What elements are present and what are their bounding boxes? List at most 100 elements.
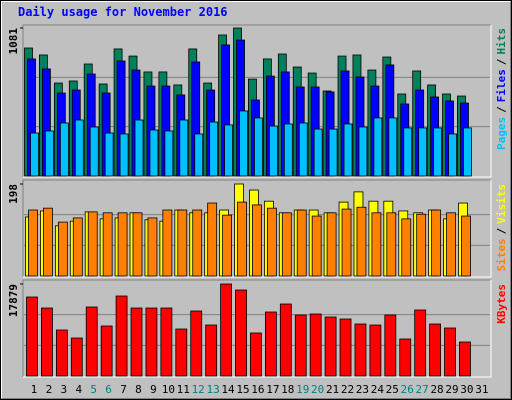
bar: [177, 209, 188, 277]
x-tick-label: 25: [386, 383, 399, 396]
bar: [239, 110, 248, 177]
panel-border-dark: [22, 279, 491, 377]
bar: [205, 324, 218, 377]
x-tick-label: 13: [207, 383, 220, 396]
x-tick-label: 4: [75, 383, 82, 396]
bar: [26, 296, 38, 377]
bar: [446, 212, 456, 277]
bar: [254, 117, 263, 177]
bar: [89, 126, 99, 177]
x-tick-label: 7: [120, 383, 127, 396]
x-tick-label: 11: [177, 383, 190, 396]
x-tick-label: 19: [296, 383, 309, 396]
bar: [220, 283, 232, 377]
bar: [268, 125, 278, 177]
bar: [117, 212, 128, 277]
bar: [343, 123, 353, 177]
bar: [358, 126, 368, 177]
bar: [328, 128, 338, 177]
bar: [429, 323, 442, 377]
y-tick-label: 1081: [7, 28, 20, 55]
panel-border-dark: [22, 179, 491, 277]
x-tick-label: 14: [221, 383, 235, 396]
bar: [311, 215, 322, 277]
bar: [132, 212, 143, 277]
bar: [100, 325, 113, 377]
bar: [70, 337, 83, 377]
bar: [403, 127, 413, 177]
x-tick-label: 23: [356, 383, 369, 396]
x-tick-label: 22: [341, 383, 354, 396]
panel-border-dark: [22, 24, 491, 177]
bar: [119, 133, 129, 177]
bar: [160, 307, 173, 377]
bar: [235, 289, 247, 377]
x-tick-label: 1: [31, 383, 38, 396]
bar: [194, 133, 204, 177]
x-tick-label: 27: [416, 383, 429, 396]
legend-entry: KBytes: [495, 284, 508, 324]
bar: [296, 209, 307, 277]
x-tick-label: 24: [371, 383, 385, 396]
bar: [399, 338, 412, 377]
x-tick-label: 8: [135, 383, 142, 396]
x-tick-label: 10: [162, 383, 175, 396]
bar: [339, 318, 352, 377]
legend-entry: Pages: [495, 117, 508, 150]
legend-entry: Hits: [495, 28, 508, 55]
legend-entry: Files: [495, 69, 508, 102]
bar: [309, 313, 322, 377]
bar: [134, 119, 144, 177]
legend-separator: /: [495, 106, 508, 113]
x-tick-label: 5: [90, 383, 97, 396]
bar: [369, 324, 382, 377]
bar: [463, 127, 472, 177]
x-tick-label: 28: [430, 383, 443, 396]
x-tick-label: 3: [61, 383, 68, 396]
bar: [104, 132, 114, 177]
bar: [461, 215, 471, 277]
y-tick-label: 198: [7, 184, 20, 204]
bar: [59, 122, 69, 177]
bar: [222, 214, 232, 277]
bar: [279, 303, 292, 377]
bar: [237, 201, 247, 277]
legend-entry: Visits: [495, 184, 508, 224]
bar: [87, 211, 98, 277]
bar: [401, 218, 412, 277]
bar: [28, 209, 38, 277]
x-tick-label: 2: [46, 383, 53, 396]
bar: [55, 329, 68, 377]
bar: [57, 221, 68, 277]
bar: [149, 129, 159, 177]
bar: [74, 119, 84, 177]
bar: [283, 123, 293, 177]
bar: [115, 295, 128, 377]
bar: [102, 212, 113, 277]
bar: [356, 206, 367, 277]
bar: [388, 117, 398, 177]
bar: [72, 217, 83, 277]
bar: [384, 314, 397, 377]
bar: [418, 127, 428, 177]
bar: [264, 311, 277, 377]
bar: [192, 209, 203, 277]
bar: [354, 323, 367, 377]
x-tick-label: 6: [105, 383, 112, 396]
bar: [373, 117, 383, 177]
bar: [45, 130, 54, 177]
x-tick-label: 29: [445, 383, 458, 396]
bar: [30, 132, 39, 177]
panel-border-light: [23, 280, 492, 378]
bar: [341, 208, 352, 277]
bar: [164, 130, 174, 177]
x-tick-label: 31: [475, 383, 488, 396]
bar: [266, 207, 277, 277]
bar: [190, 310, 203, 377]
chart-title: Daily usage for November 2016: [18, 5, 228, 19]
legend-separator: /: [495, 227, 508, 234]
x-tick-label: 15: [236, 383, 249, 396]
bar: [207, 202, 218, 277]
